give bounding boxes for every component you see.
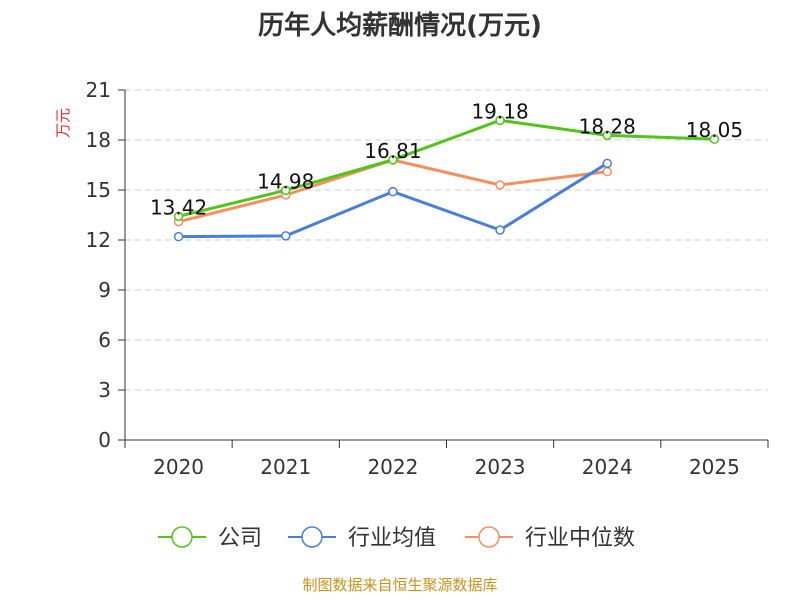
x-tick-label: 2025 bbox=[689, 455, 740, 479]
y-tick-label: 18 bbox=[86, 128, 111, 152]
data-label: 13.42 bbox=[150, 195, 207, 219]
data-label: 18.28 bbox=[579, 114, 636, 138]
x-tick-label: 2021 bbox=[260, 455, 311, 479]
data-point bbox=[495, 225, 505, 235]
data-point bbox=[495, 115, 505, 126]
data-label: 16.81 bbox=[364, 139, 421, 163]
legend-marker bbox=[171, 526, 193, 548]
data-point bbox=[281, 231, 291, 241]
data-point bbox=[602, 158, 612, 169]
chart-title: 历年人均薪酬情况(万元) bbox=[258, 10, 542, 41]
y-tick-label: 6 bbox=[98, 328, 111, 352]
data-point bbox=[173, 211, 184, 222]
legend-label: 行业中位数 bbox=[525, 526, 635, 551]
series-line-0 bbox=[178, 118, 715, 218]
x-tick-label: 2024 bbox=[582, 455, 633, 479]
x-tick-label: 2022 bbox=[367, 455, 418, 479]
y-tick-label: 21 bbox=[86, 78, 111, 102]
y-tick-label: 3 bbox=[98, 378, 111, 402]
data-point bbox=[173, 231, 184, 242]
data-label: 19.18 bbox=[471, 99, 528, 123]
legend-label: 行业均值 bbox=[348, 526, 436, 551]
y-tick-label: 15 bbox=[86, 178, 111, 202]
y-axis-label: 万元 bbox=[54, 108, 72, 138]
legend-label: 公司 bbox=[218, 526, 262, 551]
y-tick-label: 9 bbox=[98, 278, 111, 302]
y-tick-label: 0 bbox=[98, 428, 111, 452]
legend-marker bbox=[478, 526, 500, 548]
data-point bbox=[388, 155, 398, 165]
data-label: 14.98 bbox=[257, 169, 314, 193]
data-point bbox=[495, 180, 505, 190]
source-note: 制图数据来自恒生聚源数据库 bbox=[302, 576, 497, 594]
x-tick-label: 2023 bbox=[475, 455, 526, 479]
data-label: 18.05 bbox=[686, 118, 743, 142]
x-tick-label: 2020 bbox=[153, 455, 204, 479]
data-point bbox=[602, 166, 612, 177]
data-point bbox=[281, 185, 291, 196]
y-tick-label: 12 bbox=[86, 228, 111, 252]
legend-marker bbox=[301, 526, 323, 548]
data-point bbox=[388, 186, 398, 197]
data-point bbox=[709, 134, 720, 144]
data-point bbox=[602, 130, 612, 141]
